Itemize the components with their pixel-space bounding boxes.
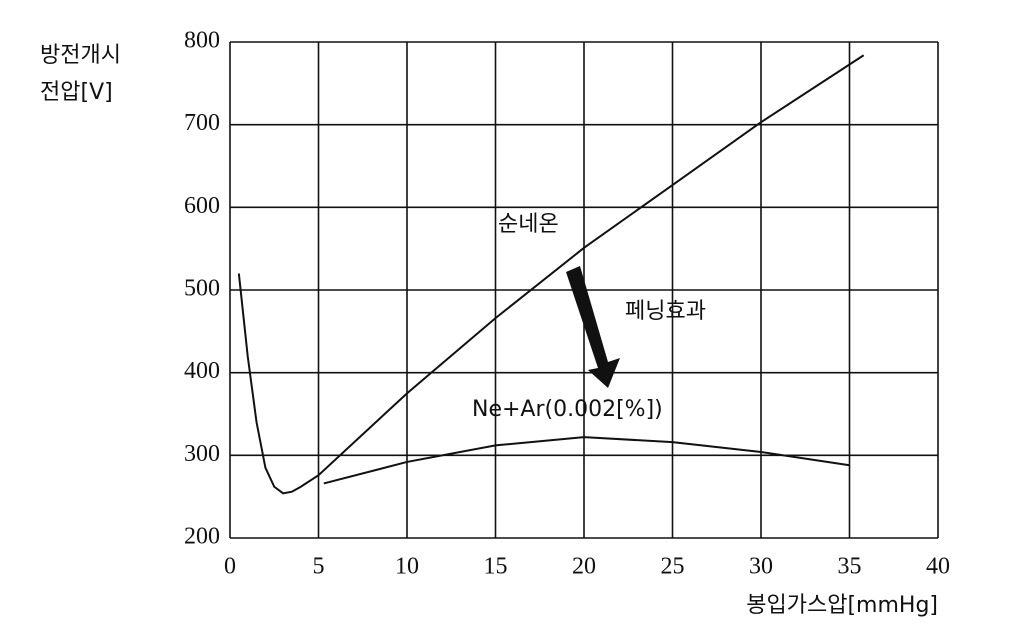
x-tick-label: 0: [224, 554, 236, 580]
x-tick-label: 35: [838, 554, 862, 580]
data-line: [323, 436, 850, 485]
series-label: Ne+Ar(0.002[%]): [472, 397, 663, 422]
x-tick-label: 30: [749, 554, 773, 580]
data-line: [237, 54, 865, 495]
annotation: 페닝효과: [625, 299, 706, 324]
y-tick-label: 700: [184, 110, 220, 136]
y-tick-label: 500: [184, 276, 220, 302]
x-axis-label: 봉입가스압[mmHg]: [746, 593, 938, 618]
y-tick-label: 800: [184, 28, 220, 54]
y-axis-label: 방전개시: [40, 43, 121, 68]
x-tick-label: 20: [572, 554, 596, 580]
x-tick-label: 25: [661, 554, 685, 580]
series-label: 순네온: [498, 212, 559, 237]
y-tick-label: 400: [184, 358, 220, 384]
y-tick-label: 200: [184, 524, 220, 550]
x-tick-label: 15: [484, 554, 508, 580]
arrow: [566, 266, 620, 388]
x-tick-label: 40: [926, 554, 950, 580]
y-axis-label: 전압[V]: [40, 80, 113, 105]
y-tick-label: 600: [184, 193, 220, 219]
x-tick-label: 10: [395, 554, 419, 580]
x-tick-label: 5: [313, 554, 325, 580]
y-tick-label: 300: [184, 441, 220, 467]
